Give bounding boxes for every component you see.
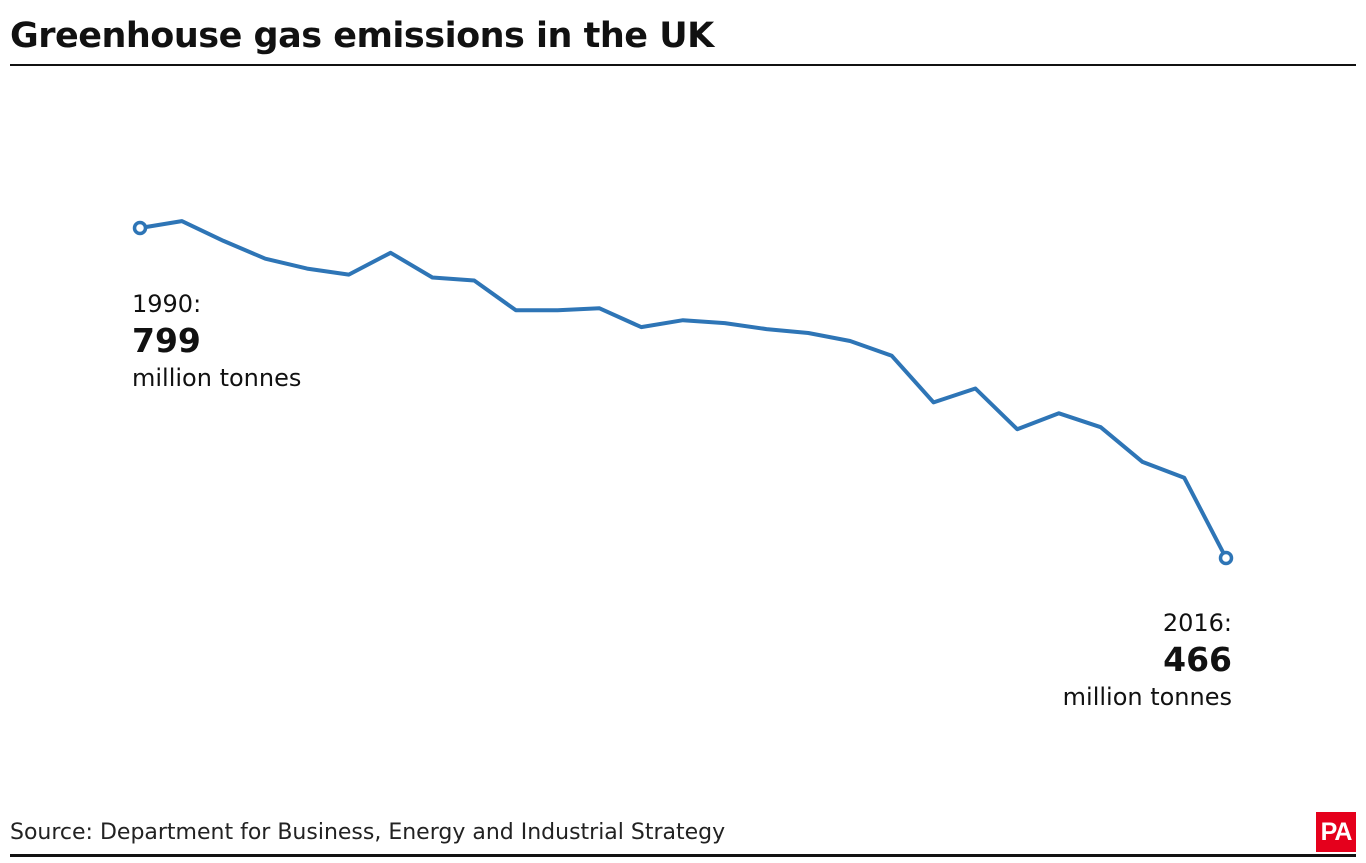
start-value-label: 799 bbox=[132, 321, 201, 360]
footer-divider bbox=[10, 854, 1356, 857]
end-point-marker bbox=[1218, 550, 1234, 566]
start-year-label: 1990: bbox=[132, 290, 202, 318]
end-annotation: 2016: 466 million tonnes bbox=[1063, 607, 1232, 713]
pa-logo: PA bbox=[1316, 812, 1356, 852]
chart-title: Greenhouse gas emissions in the UK bbox=[10, 16, 714, 56]
title-divider bbox=[10, 64, 1356, 66]
start-annotation: 1990: 799 million tonnes bbox=[132, 288, 301, 394]
series-layer bbox=[132, 219, 1234, 566]
source-note: Source: Department for Business, Energy … bbox=[10, 820, 726, 845]
emissions-series-line bbox=[138, 219, 1228, 560]
line-chart bbox=[132, 219, 1234, 566]
start-point-marker bbox=[132, 220, 148, 236]
end-value-label: 466 bbox=[1163, 640, 1232, 679]
end-year-label: 2016: bbox=[1162, 609, 1232, 637]
end-unit-label: million tonnes bbox=[1062, 683, 1232, 711]
start-unit-label: million tonnes bbox=[132, 364, 302, 392]
